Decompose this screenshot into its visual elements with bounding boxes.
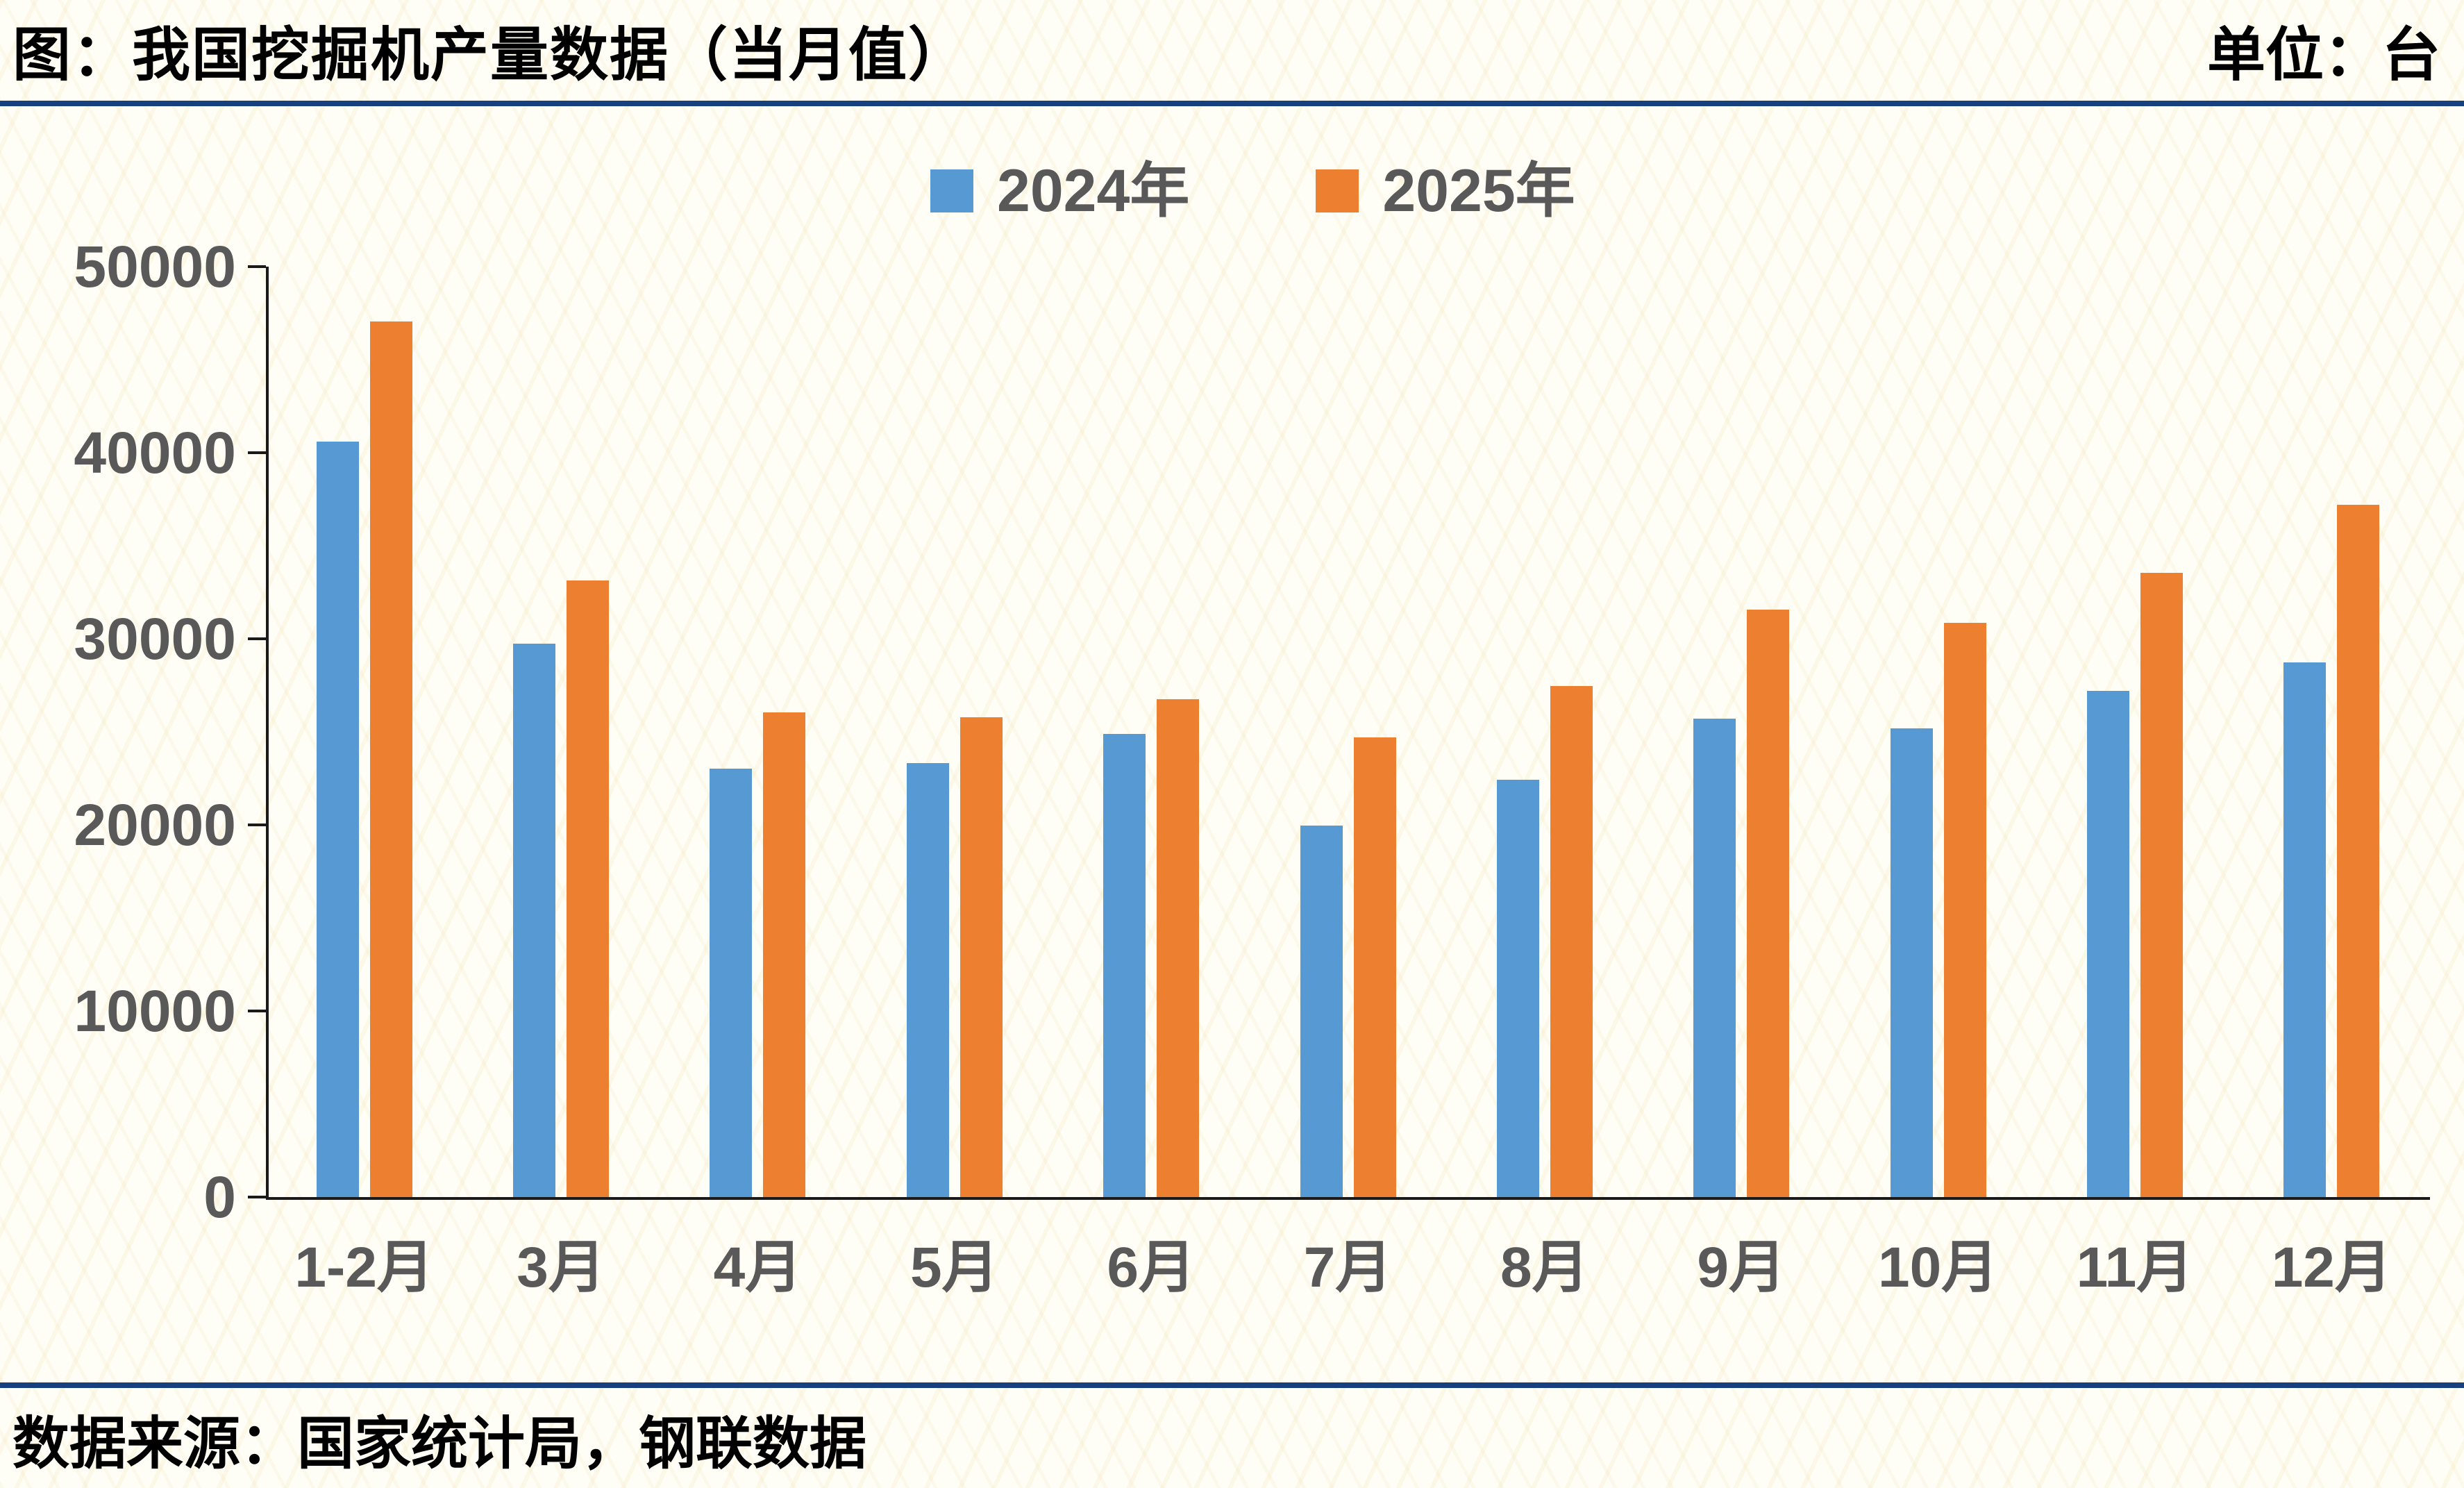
y-axis-tick-label: 0 [203,1164,236,1230]
x-axis-tick-label: 9月 [1697,1236,1786,1299]
legend-item-2025: 2025年 [1316,161,1575,221]
x-axis-tick-label: 8月 [1500,1236,1589,1299]
legend-swatch-2025 [1316,169,1359,212]
bar-2024年-11月 [2086,691,2129,1197]
bar-2025年-6月 [1157,699,1200,1197]
bar-2024年-4月 [710,769,753,1197]
bar-2024年-6月 [1103,733,1146,1197]
bottom-divider-line [0,1382,2464,1388]
y-axis-tick [248,451,266,454]
chart-legend: 2024年 2025年 [930,161,1575,221]
bar-2024年-1-2月 [316,441,359,1197]
x-axis-tick-label: 1-2月 [294,1236,434,1299]
y-axis-tick [248,1196,266,1198]
bar-2025年-7月 [1353,737,1396,1197]
bar-2024年-3月 [513,644,556,1197]
bar-2024年-10月 [1890,728,1933,1197]
legend-label-2024: 2024年 [997,158,1190,224]
bar-2025年-3月 [567,580,610,1197]
legend-item-2024: 2024年 [930,161,1189,221]
bar-2025年-12月 [2337,505,2380,1197]
unit-label: 单位：台 [2206,22,2440,87]
y-axis-tick-label: 10000 [74,978,236,1044]
bar-2025年-10月 [1943,622,1986,1197]
x-axis-tick-label: 3月 [517,1236,605,1299]
bar-2024年-12月 [2283,662,2327,1197]
top-divider-line [0,101,2464,106]
y-axis-tick-label: 30000 [74,606,236,671]
bar-2025年-9月 [1747,610,1790,1197]
data-source-note: 数据来源：国家统计局，钢联数据 [12,1412,867,1476]
y-axis-tick [248,1010,266,1012]
y-axis-tick-label: 20000 [74,792,236,858]
legend-swatch-2024 [930,169,973,212]
page-title: 图：我国挖掘机产量数据（当月值） [12,22,969,87]
bar-2025年-11月 [2140,572,2183,1197]
bar-2025年-4月 [763,712,806,1197]
x-axis-tick-label: 4月 [713,1236,803,1299]
legend-label-2025: 2025年 [1382,158,1575,224]
y-axis-line [266,267,269,1200]
y-axis-tick-label: 40000 [74,420,236,485]
bar-2025年-5月 [959,717,1003,1197]
y-axis-tick-label: 50000 [74,234,236,299]
x-axis-line [266,1197,2430,1200]
bar-2025年-1-2月 [369,321,412,1197]
bar-2024年-7月 [1300,825,1343,1197]
bar-2025年-8月 [1550,686,1593,1197]
y-axis-tick [248,824,266,826]
x-axis-tick-label: 6月 [1107,1236,1196,1299]
x-axis-tick-label: 5月 [910,1236,999,1299]
x-axis-tick-label: 11月 [2076,1236,2194,1299]
bar-2024年-8月 [1496,780,1539,1197]
x-axis-tick-label: 10月 [1877,1236,1999,1299]
x-axis-tick-label: 12月 [2271,1236,2392,1299]
y-axis-tick [248,265,266,268]
bar-2024年-9月 [1693,719,1736,1197]
x-axis-tick-label: 7月 [1303,1236,1393,1299]
bar-2024年-5月 [906,763,949,1197]
y-axis-tick [248,637,266,640]
